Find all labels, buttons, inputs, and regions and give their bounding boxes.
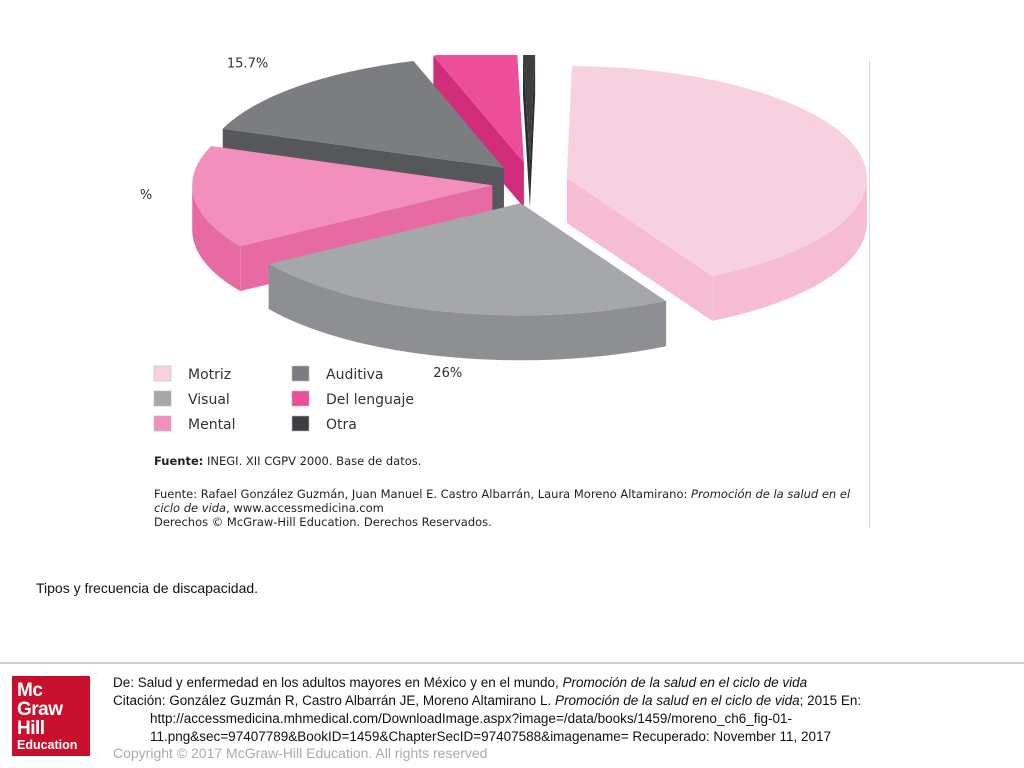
value-label-mental: 16.1%: [140, 188, 152, 203]
copyright-notice: Copyright © 2017 McGraw-Hill Education. …: [113, 745, 488, 761]
figure: 45.3%26%16.1%15.7%4.9%0.7% MotrizAuditiv…: [140, 55, 870, 530]
legend-swatch: [153, 365, 172, 382]
legend-item-visual: Visual: [153, 390, 230, 408]
legend-swatch: [153, 390, 172, 407]
legend-label: Auditiva: [326, 367, 383, 383]
pie-slice-otra: [522, 55, 536, 208]
legend-item-otra: Otra: [291, 415, 357, 433]
citation-line: Citación: González Guzmán R, Castro Alba…: [113, 693, 862, 708]
legend-label: Otra: [326, 417, 357, 433]
footer-divider: [0, 662, 1024, 664]
legend-item-auditiva: Auditiva: [291, 365, 383, 383]
legend-label: Mental: [188, 417, 236, 433]
value-label-visual: 26%: [433, 366, 462, 381]
pie-slice-visual: [268, 203, 667, 361]
legend-swatch: [291, 365, 310, 382]
citation-url[interactable]: http://accessmedicina.mhmedical.com/Down…: [150, 711, 792, 726]
legend-label: Del lenguaje: [326, 392, 414, 408]
legend-swatch: [291, 390, 310, 407]
citation-url-cont: 11.png&sec=97407789&BookID=1459&ChapterS…: [150, 729, 831, 744]
pie-slice-motriz: [566, 65, 867, 321]
publisher-logo: Mc Graw Hill Education: [12, 676, 90, 756]
citation-block: De: Salud y enfermedad en los adultos ma…: [113, 674, 1013, 746]
figure-credit: Fuente: Rafael González Guzmán, Juan Man…: [154, 487, 851, 529]
legend-item-del-lenguaje: Del lenguaje: [291, 390, 414, 408]
legend-item-motriz: Motriz: [153, 365, 231, 383]
legend-swatch: [153, 415, 172, 432]
legend-label: Motriz: [188, 367, 231, 383]
legend-swatch: [291, 415, 310, 432]
figure-caption: Tipos y frecuencia de discapacidad.: [36, 580, 259, 596]
pie-chart: 45.3%26%16.1%15.7%4.9%0.7% MotrizAuditiv…: [140, 55, 867, 433]
data-source-note: Fuente: INEGI. XII CGPV 2000. Base de da…: [154, 454, 422, 468]
figure-border: [869, 60, 870, 528]
source-line: De: Salud y enfermedad en los adultos ma…: [113, 675, 808, 690]
value-label-auditiva: 15.7%: [227, 56, 268, 71]
legend-item-mental: Mental: [153, 415, 236, 433]
legend-label: Visual: [188, 392, 230, 408]
